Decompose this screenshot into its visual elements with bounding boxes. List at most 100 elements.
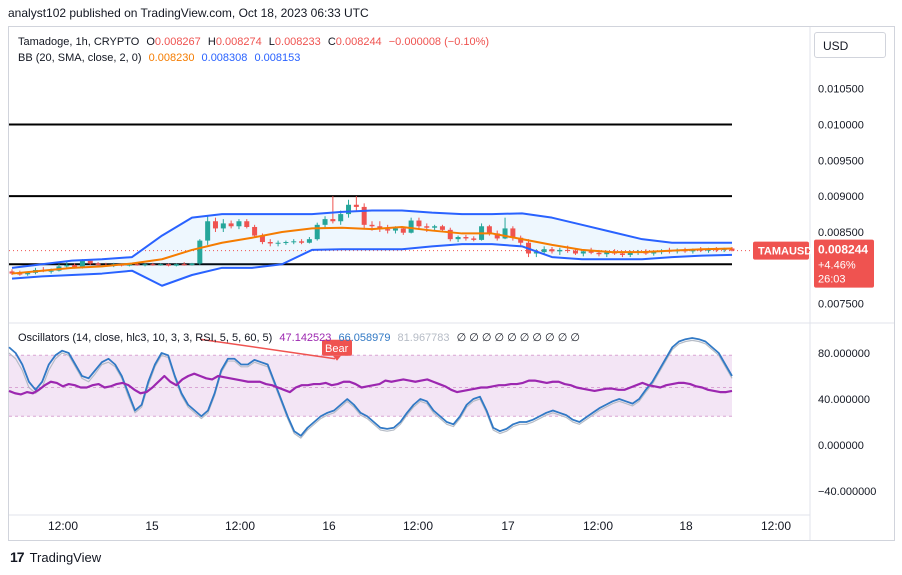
- candle-body: [549, 249, 555, 252]
- time-tick-label: 12:00: [583, 519, 613, 533]
- price-tick-label: 0.010500: [818, 84, 864, 96]
- osc-tick-label: 40.000000: [818, 394, 870, 406]
- candle-body: [361, 206, 367, 225]
- bb-basis-line: [11, 225, 733, 275]
- candle-body: [158, 264, 164, 266]
- legend-close-label: C: [327, 36, 336, 48]
- candle: [275, 240, 281, 247]
- price-badge-change: +4.46%: [818, 260, 856, 272]
- candle-body: [236, 221, 242, 227]
- candle: [9, 269, 15, 275]
- candle-body: [392, 228, 398, 231]
- osc-tick-label: −40.000000: [818, 486, 876, 498]
- candle: [518, 235, 524, 247]
- candle: [400, 226, 406, 235]
- candle-body: [447, 229, 453, 240]
- candle: [353, 196, 359, 212]
- bb-basis-value: 0.008230: [148, 52, 195, 64]
- candle-body: [627, 252, 633, 255]
- candle-body: [502, 228, 508, 239]
- symbol-badge: [753, 241, 809, 260]
- candle: [166, 263, 172, 267]
- candle-body: [9, 271, 15, 274]
- candle-body: [228, 223, 234, 227]
- candle: [189, 262, 195, 266]
- candle-body: [604, 252, 610, 255]
- candle: [557, 247, 563, 255]
- candle-body: [275, 242, 281, 244]
- candle-body: [220, 223, 226, 229]
- bb-lower-value: 0.008153: [254, 52, 301, 64]
- candle-body: [134, 264, 140, 266]
- currency-button[interactable]: USD: [814, 32, 886, 58]
- candle: [314, 222, 320, 241]
- candle-body: [580, 251, 586, 254]
- candle-body: [189, 263, 195, 265]
- candle-body: [494, 233, 500, 239]
- candle-body: [416, 220, 422, 227]
- time-tick-label: 12:00: [761, 519, 791, 533]
- candle-body: [651, 252, 657, 254]
- time-tick-label: 18: [679, 519, 693, 533]
- candle-body: [25, 272, 31, 275]
- bb-fill: [12, 210, 732, 286]
- osc-label: Oscillators (14, close, hlc3, 10, 3, 3, …: [18, 332, 273, 344]
- candle: [158, 263, 164, 266]
- candle: [220, 219, 226, 232]
- legend-high-value: 0.008274: [215, 36, 262, 48]
- candle-body: [353, 204, 359, 207]
- candle-body: [408, 220, 414, 233]
- time-tick-label: 12:00: [225, 519, 255, 533]
- candle-body: [729, 248, 735, 251]
- candle: [549, 247, 555, 254]
- candle: [252, 224, 258, 238]
- candle-body: [95, 263, 101, 265]
- candle: [455, 235, 461, 243]
- candle-body: [173, 264, 179, 266]
- candle: [408, 217, 414, 234]
- candle-body: [48, 270, 54, 272]
- candle: [205, 216, 211, 245]
- bear-label-text: Bear: [325, 343, 349, 355]
- candle-body: [588, 251, 594, 253]
- candle-body: [166, 264, 172, 266]
- candle: [283, 240, 289, 245]
- candle: [416, 217, 422, 229]
- candle-body: [338, 214, 344, 222]
- legend-low-value: 0.008233: [274, 36, 321, 48]
- candle-body: [557, 249, 563, 252]
- candle-body: [299, 241, 305, 243]
- bb-upper-value: 0.008308: [201, 52, 248, 64]
- time-tick-label: 12:00: [48, 519, 78, 533]
- candle-body: [400, 228, 406, 233]
- candle-body: [244, 221, 250, 227]
- osc-value-2: 66.058979: [338, 332, 391, 344]
- candle-body: [17, 273, 23, 275]
- candle-body: [510, 228, 516, 238]
- candle: [212, 217, 218, 232]
- candle-body: [142, 264, 148, 266]
- candle-body: [259, 235, 265, 243]
- candle-body: [486, 226, 492, 234]
- legend-high-label: H: [207, 36, 216, 48]
- candle-body: [330, 219, 336, 222]
- candle-body: [596, 252, 602, 255]
- candle-body: [322, 219, 328, 225]
- candle-body: [565, 249, 571, 251]
- bear-label-pointer: [333, 355, 341, 361]
- candle: [291, 239, 297, 245]
- candle-body: [424, 226, 430, 228]
- symbol-badge-text: TAMAUSD: [758, 246, 812, 258]
- legend-open-value: 0.008267: [154, 36, 201, 48]
- price-tick-label: 0.009000: [818, 191, 864, 203]
- footer: 17 TradingView: [10, 549, 101, 565]
- candle-body: [283, 242, 289, 244]
- candle-body: [314, 224, 320, 240]
- osc-empty-values: ∅ ∅ ∅ ∅ ∅ ∅ ∅ ∅ ∅ ∅: [456, 332, 580, 344]
- candle-body: [346, 204, 352, 215]
- candle: [244, 219, 250, 229]
- bear-label-box: [322, 339, 352, 356]
- candle-body: [252, 226, 258, 236]
- candle-body: [432, 226, 438, 228]
